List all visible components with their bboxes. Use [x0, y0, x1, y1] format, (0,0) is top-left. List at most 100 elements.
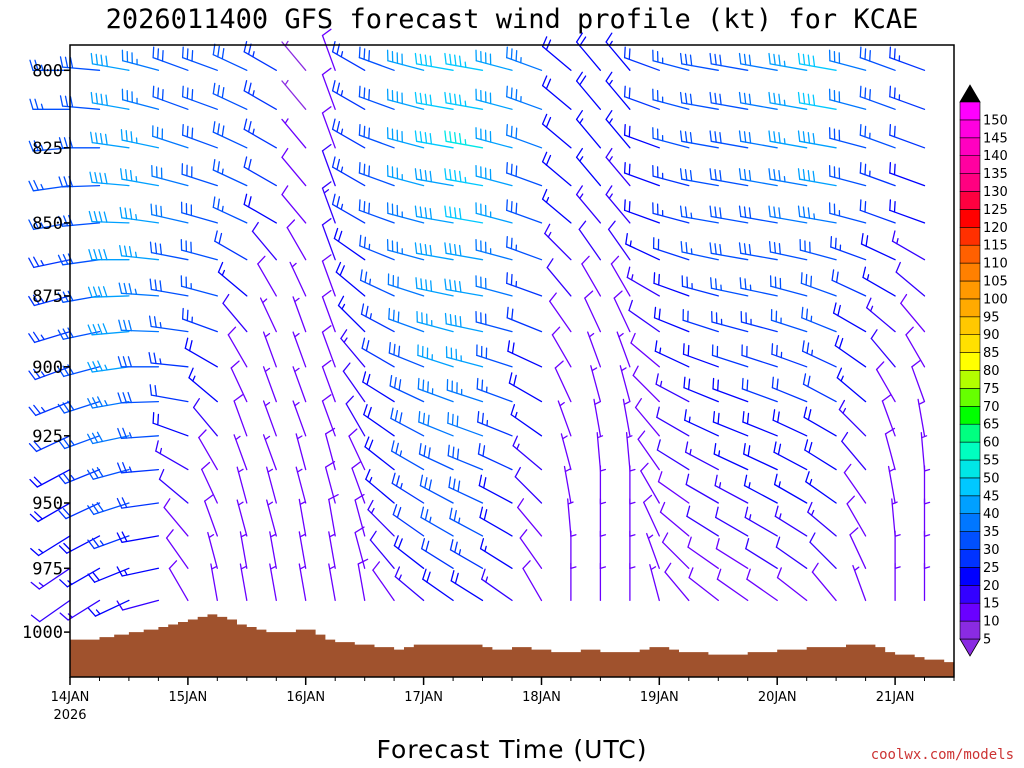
barb-full-flag — [394, 409, 399, 422]
wind-barb — [331, 40, 366, 71]
barb-shaft — [91, 366, 130, 373]
barb-half-flag — [562, 435, 568, 440]
barb-full-flag — [414, 205, 418, 218]
barb-full-flag — [515, 49, 518, 62]
wind-barb — [680, 240, 719, 261]
wind-barb — [152, 125, 189, 149]
wind-barb — [596, 432, 604, 471]
barb-shaft — [744, 516, 778, 537]
wind-barb — [414, 91, 454, 110]
barb-half-flag — [328, 565, 335, 570]
colorbar-swatch — [959, 459, 981, 479]
barb-shaft — [33, 259, 71, 269]
barb-full-flag — [192, 398, 200, 409]
barb-full-flag — [454, 169, 457, 182]
barb-full-flag — [92, 571, 100, 581]
wind-barb — [117, 391, 160, 404]
wind-barb — [519, 529, 543, 569]
barb-half-flag — [211, 565, 218, 570]
wind-barb — [449, 507, 484, 537]
barb-full-flag — [123, 245, 128, 257]
colorbar-label: 85 — [983, 346, 1000, 361]
barb-full-flag — [777, 443, 782, 456]
barb-shaft — [415, 140, 454, 149]
wind-barb — [905, 326, 926, 368]
wind-barb — [605, 147, 631, 187]
colorbar-swatch — [959, 191, 981, 210]
barb-full-flag — [628, 163, 631, 176]
barb-full-flag — [188, 367, 194, 379]
barb-shaft — [121, 567, 160, 577]
barb-half-flag — [783, 138, 786, 145]
wind-barb — [28, 218, 71, 231]
barb-shaft — [35, 435, 71, 453]
barb-full-flag — [605, 185, 613, 196]
barb-full-flag — [217, 261, 224, 273]
barb-full-flag — [63, 176, 69, 188]
barb-full-flag — [414, 52, 418, 65]
barb-half-flag — [40, 371, 46, 377]
barb-shaft — [625, 432, 631, 471]
barb-full-flag — [859, 124, 862, 136]
wind-barb — [233, 394, 248, 437]
colorbar-label: 35 — [983, 525, 1000, 540]
barb-shaft — [478, 484, 513, 504]
wind-barb — [514, 466, 543, 504]
barb-shaft — [121, 502, 160, 509]
barb-shaft — [743, 484, 778, 504]
wind-barb — [152, 412, 189, 437]
barb-full-flag — [687, 378, 691, 391]
barb-shaft — [656, 416, 690, 437]
barb-full-flag — [709, 91, 712, 104]
wind-barb — [804, 439, 837, 471]
barb-full-flag — [97, 360, 103, 372]
barb-shaft — [681, 63, 719, 71]
barb-full-flag — [768, 91, 771, 104]
wind-barb — [584, 290, 602, 333]
barb-shaft — [860, 243, 896, 261]
y-tick-label: 1000 — [22, 623, 63, 643]
barb-half-flag — [192, 375, 196, 382]
barb-half-flag — [104, 400, 108, 407]
barb-full-flag — [328, 494, 339, 501]
barb-shaft — [387, 175, 425, 187]
barb-full-flag — [870, 329, 878, 340]
barb-full-flag — [838, 399, 846, 411]
barb-full-flag — [154, 279, 158, 292]
barb-shaft — [655, 383, 690, 403]
barb-half-flag — [70, 440, 75, 446]
barb-half-flag — [564, 468, 571, 473]
barb-full-flag — [57, 439, 66, 450]
barb-full-flag — [155, 440, 159, 452]
barb-shaft — [388, 318, 425, 333]
barb-shaft — [479, 548, 513, 569]
barb-full-flag — [247, 120, 252, 133]
barb-shaft — [151, 175, 189, 187]
barb-shaft — [212, 93, 248, 110]
wind-barb — [889, 46, 926, 71]
barb-full-flag — [389, 374, 393, 387]
barb-shaft — [93, 502, 130, 516]
barb-full-flag — [715, 538, 720, 550]
barb-full-flag — [102, 323, 108, 335]
wind-barb — [28, 435, 71, 453]
barb-full-flag — [418, 410, 421, 423]
barb-full-flag — [122, 356, 128, 368]
wind-barb — [478, 474, 513, 504]
wind-barb — [149, 241, 189, 261]
barb-half-flag — [464, 61, 467, 69]
barb-shaft — [610, 263, 631, 297]
colorbar-label: 105 — [983, 275, 1008, 290]
barb-full-flag — [444, 130, 447, 142]
barb-full-flag — [719, 54, 722, 67]
wind-barb — [87, 396, 130, 409]
colorbar-swatch — [959, 602, 981, 622]
barb-shaft — [549, 300, 572, 333]
wind-barb — [768, 168, 808, 187]
barb-shaft — [257, 263, 277, 297]
wind-barb — [475, 202, 513, 224]
wind-barb — [286, 219, 307, 261]
barb-shaft — [740, 102, 778, 110]
wind-barb — [843, 463, 867, 504]
barb-half-flag — [896, 237, 899, 245]
